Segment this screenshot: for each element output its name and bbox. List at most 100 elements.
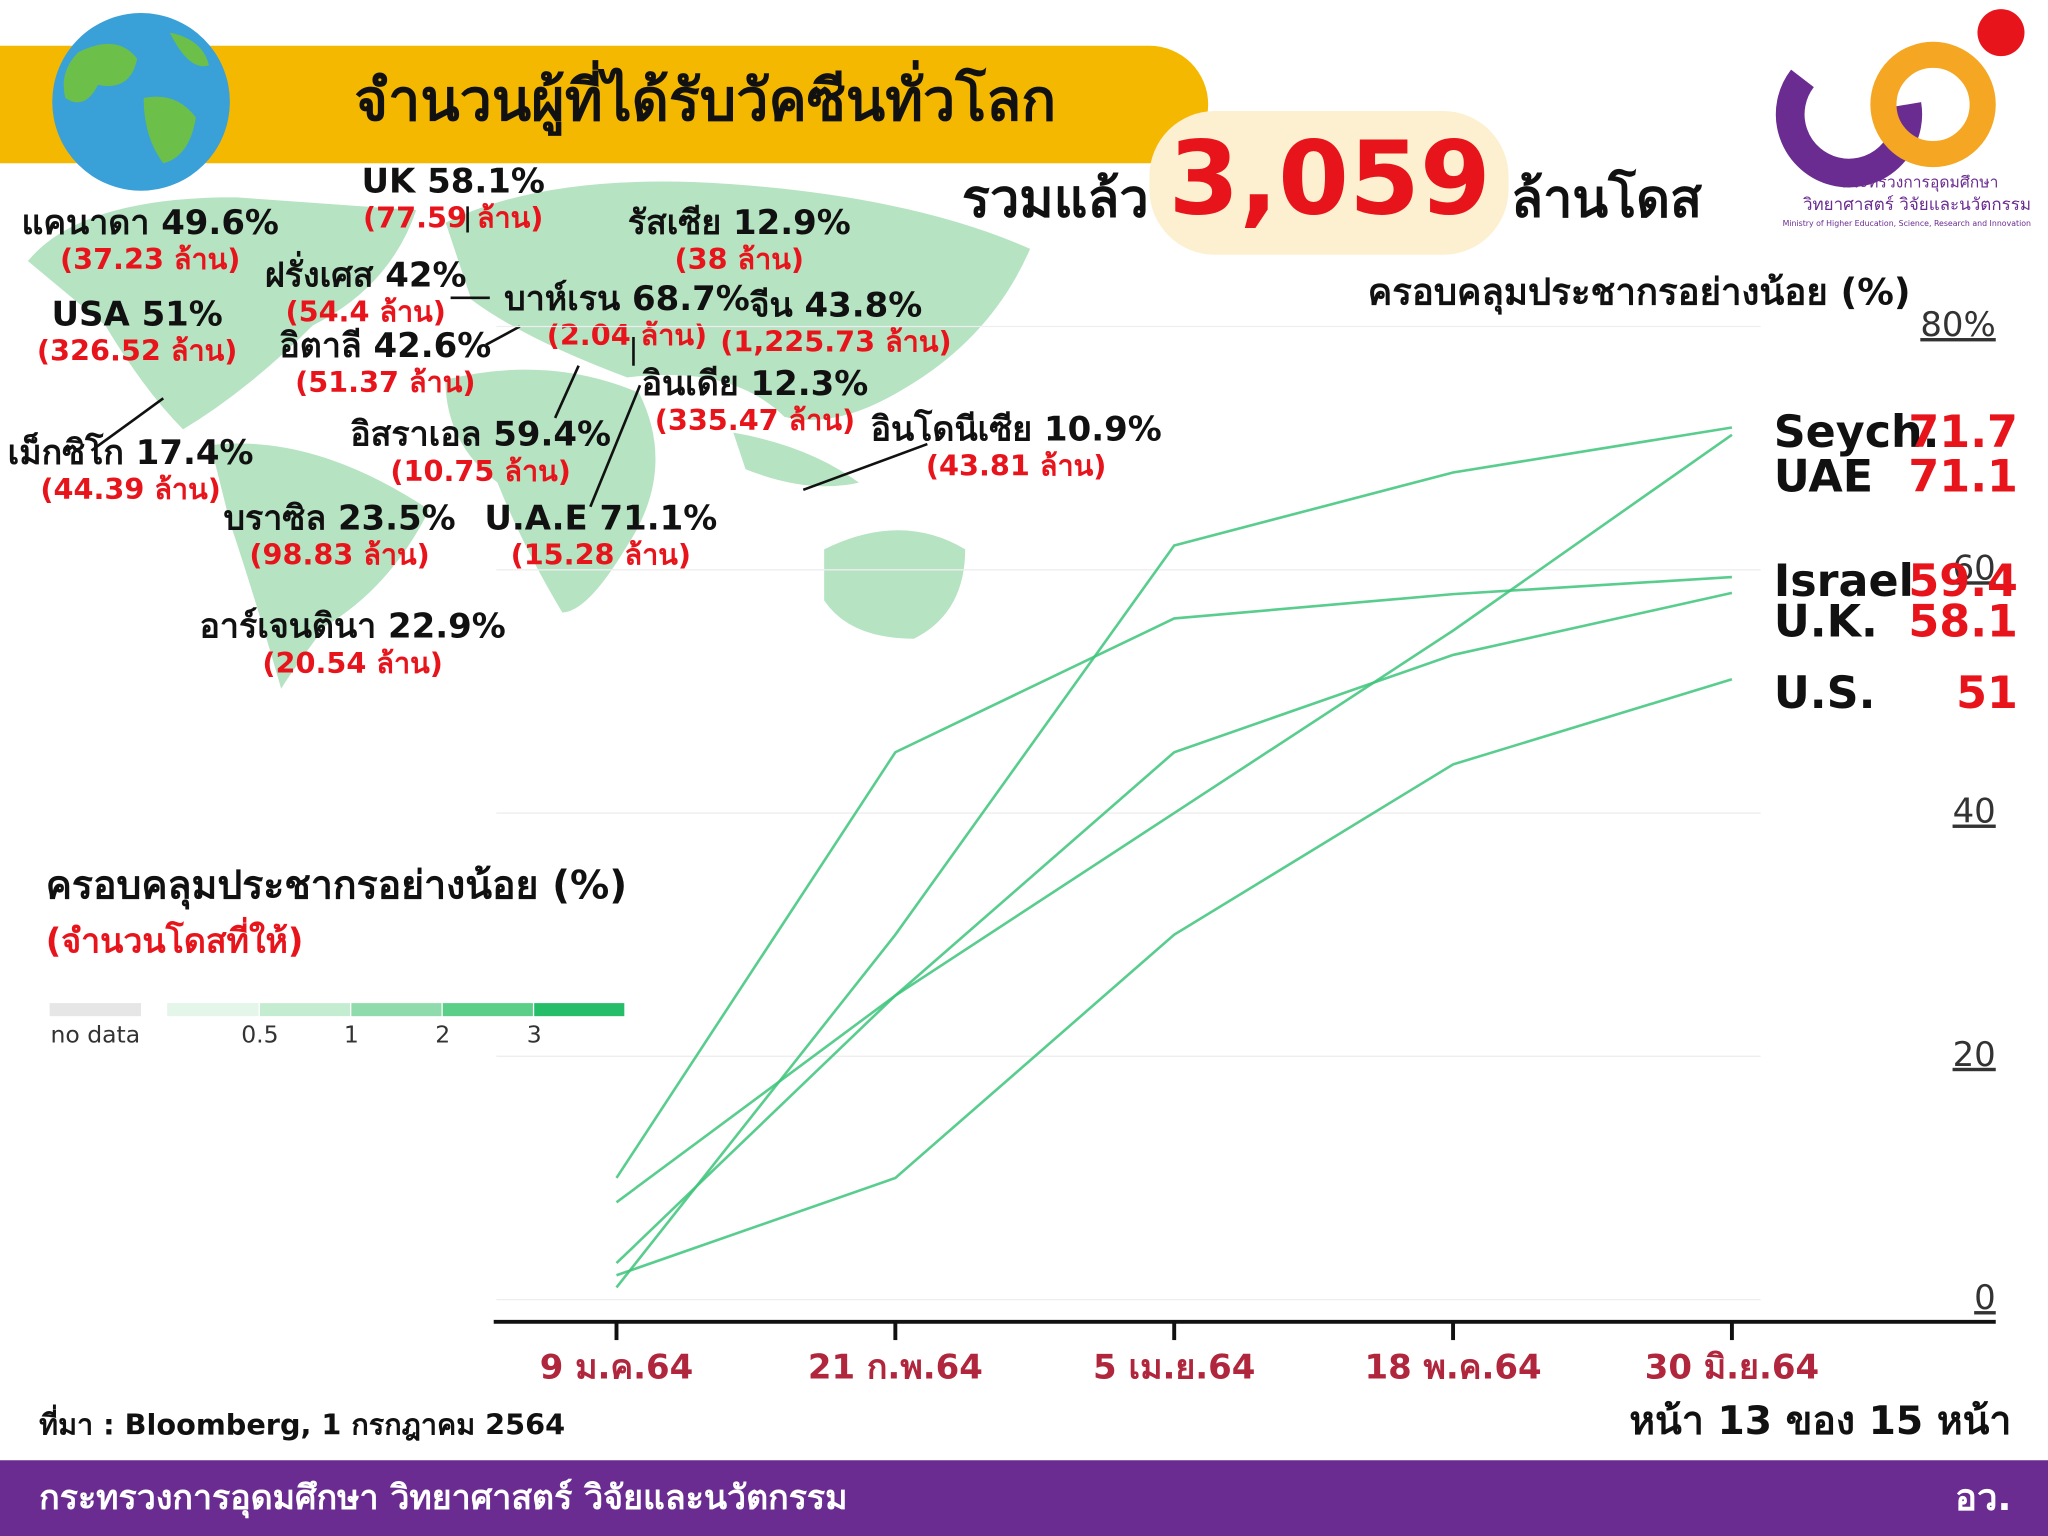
total-pill bbox=[1149, 111, 1509, 255]
x-tick-label: 18 พ.ค.64 bbox=[1364, 1347, 1541, 1387]
legend-swatch bbox=[534, 1003, 625, 1017]
arrow bbox=[802, 442, 928, 492]
country-doses: (335.47 ล้าน) bbox=[655, 403, 855, 437]
series-end-value: 51 bbox=[1956, 668, 2018, 719]
y-tick-label: 20 bbox=[1953, 1035, 1996, 1075]
title-bar bbox=[0, 45, 1209, 164]
country-label: U.A.E 71.1% bbox=[484, 498, 717, 538]
total-suffix: ล้านโดส bbox=[1511, 167, 1702, 229]
globe-land bbox=[63, 32, 209, 164]
legend-subtitle: (จำนวนโดสที่ให้) bbox=[46, 917, 304, 962]
y-tick-label: 80% bbox=[1920, 305, 1995, 345]
logo-ring bbox=[1870, 41, 1996, 168]
continent bbox=[207, 440, 433, 696]
series-line bbox=[616, 678, 1733, 1277]
series-end-value: 59.4 bbox=[1908, 556, 2018, 607]
footer-bar bbox=[0, 1460, 2048, 1536]
y-tick-label: 60 bbox=[1953, 548, 1996, 588]
legend-label: 3 bbox=[527, 1020, 542, 1048]
country-doses: (326.52 ล้าน) bbox=[37, 334, 237, 368]
country-doses: (2.04 ล้าน) bbox=[547, 318, 707, 352]
series-end-value: 58.1 bbox=[1908, 596, 2018, 647]
country-doses: (37.23 ล้าน) bbox=[60, 242, 240, 276]
country-doses: (1,225.73 ล้าน) bbox=[720, 325, 951, 359]
country-doses: (51.37 ล้าน) bbox=[295, 365, 475, 399]
legend-swatch bbox=[49, 1003, 142, 1017]
continent bbox=[442, 178, 1034, 423]
country-label: แคนาดา 49.6% bbox=[21, 203, 278, 243]
country-doses: (43.81 ล้าน) bbox=[926, 449, 1106, 483]
series-name: UAE bbox=[1774, 451, 1873, 502]
arrow bbox=[90, 397, 165, 452]
country-doses: (77.59 ล้าน) bbox=[363, 200, 543, 234]
continent bbox=[729, 429, 866, 489]
source: ที่มา : Bloomberg, 1 กรกฎาคม 2564 bbox=[39, 1403, 565, 1441]
continent bbox=[821, 527, 968, 642]
logo: กระทรวงการอุดมศึกษา วิทยาศาสตร์ วิจัยและ… bbox=[1775, 9, 2031, 228]
country-doses: (44.39 ล้าน) bbox=[40, 472, 220, 506]
logo-line: กระทรวงการอุดมศึกษา bbox=[1842, 172, 1999, 192]
series-line bbox=[615, 433, 1733, 1204]
arrow bbox=[553, 365, 580, 419]
total-prefix: รวมแล้ว bbox=[962, 169, 1149, 229]
x-tick-label: 30 มิ.ย.64 bbox=[1645, 1347, 1819, 1387]
x-tick-label: 5 เม.ย.64 bbox=[1093, 1347, 1255, 1387]
country-doses: (98.83 ล้าน) bbox=[249, 537, 429, 571]
series-name: Israel bbox=[1774, 556, 1914, 607]
legend-swatch bbox=[351, 1003, 442, 1017]
country-label: จีน 43.8% bbox=[749, 285, 922, 325]
country-label: เม็กซิโก 17.4% bbox=[8, 431, 254, 473]
series-line bbox=[615, 426, 1733, 1289]
footer-ministry: กระทรวงการอุดมศึกษา วิทยาศาสตร์ วิจัยและ… bbox=[39, 1478, 847, 1519]
series-name: U.K. bbox=[1774, 596, 1878, 647]
y-tick-label: 40 bbox=[1953, 792, 1996, 832]
footer-short: อว. bbox=[1955, 1476, 2011, 1519]
series-name: Seych. bbox=[1774, 407, 1940, 458]
series-line bbox=[615, 575, 1732, 1179]
world-map bbox=[24, 178, 1034, 696]
country-label: อินโดนีเซีย 10.9% bbox=[871, 409, 1162, 450]
map-arrows bbox=[90, 206, 928, 508]
legend-label: no data bbox=[51, 1020, 141, 1048]
country-label: รัสเซีย 12.9% bbox=[628, 203, 851, 243]
legend-label: 0.5 bbox=[241, 1020, 278, 1048]
country-label: อิสราเอล 59.4% bbox=[350, 415, 611, 455]
country-doses: (54.4 ล้าน) bbox=[285, 294, 445, 328]
country-label: อินเดีย 12.3% bbox=[642, 364, 869, 404]
arrow bbox=[589, 384, 642, 508]
country-doses: (10.75 ล้าน) bbox=[390, 454, 570, 488]
series-name: U.S. bbox=[1774, 668, 1876, 719]
logo-badge bbox=[1977, 9, 2025, 57]
country-label: ฝรั่งเศส 42% bbox=[265, 250, 467, 295]
y-tick-label: 0 bbox=[1974, 1278, 1996, 1318]
total-value: 3,059 bbox=[1169, 119, 1491, 238]
country-label: อิตาลี 42.6% bbox=[279, 326, 491, 366]
series-line bbox=[615, 591, 1733, 1265]
country-label: บราซิล 23.5% bbox=[223, 498, 455, 538]
x-tick-label: 21 ก.พ.64 bbox=[808, 1347, 983, 1387]
series-end-value: 71.7 bbox=[1908, 407, 2018, 458]
continent bbox=[24, 194, 420, 433]
country-label: อาร์เจนตินา 22.9% bbox=[200, 607, 506, 647]
logo-line: วิทยาศาสตร์ วิจัยและนวัตกรรม bbox=[1802, 195, 2031, 215]
legend-title: ครอบคลุมประชากรอย่างน้อย (%) bbox=[46, 864, 628, 910]
legend-swatch bbox=[167, 1003, 259, 1017]
legend-swatch bbox=[442, 1003, 533, 1017]
legend-label: 2 bbox=[435, 1020, 450, 1048]
legend-swatch bbox=[259, 1003, 351, 1017]
country-label: บาห์เรน 68.7% bbox=[504, 279, 750, 319]
country-doses: (38 ล้าน) bbox=[674, 242, 804, 276]
chart-title: ครอบคลุมประชากรอย่างน้อย (%) bbox=[1368, 270, 1911, 315]
title: จำนวนผู้ที่ได้รับวัคซีนทั่วโลก bbox=[354, 60, 1056, 136]
continent bbox=[442, 367, 659, 616]
series-end-value: 71.1 bbox=[1908, 451, 2018, 502]
arrow bbox=[485, 325, 521, 346]
country-label: UK 58.1% bbox=[362, 161, 545, 201]
x-tick-label: 9 ม.ค.64 bbox=[540, 1347, 694, 1387]
logo-line: Ministry of Higher Education, Science, R… bbox=[1783, 219, 2031, 228]
country-label: USA 51% bbox=[51, 295, 222, 335]
legend-label: 1 bbox=[344, 1020, 359, 1048]
country-doses: (15.28 ล้าน) bbox=[511, 537, 691, 571]
